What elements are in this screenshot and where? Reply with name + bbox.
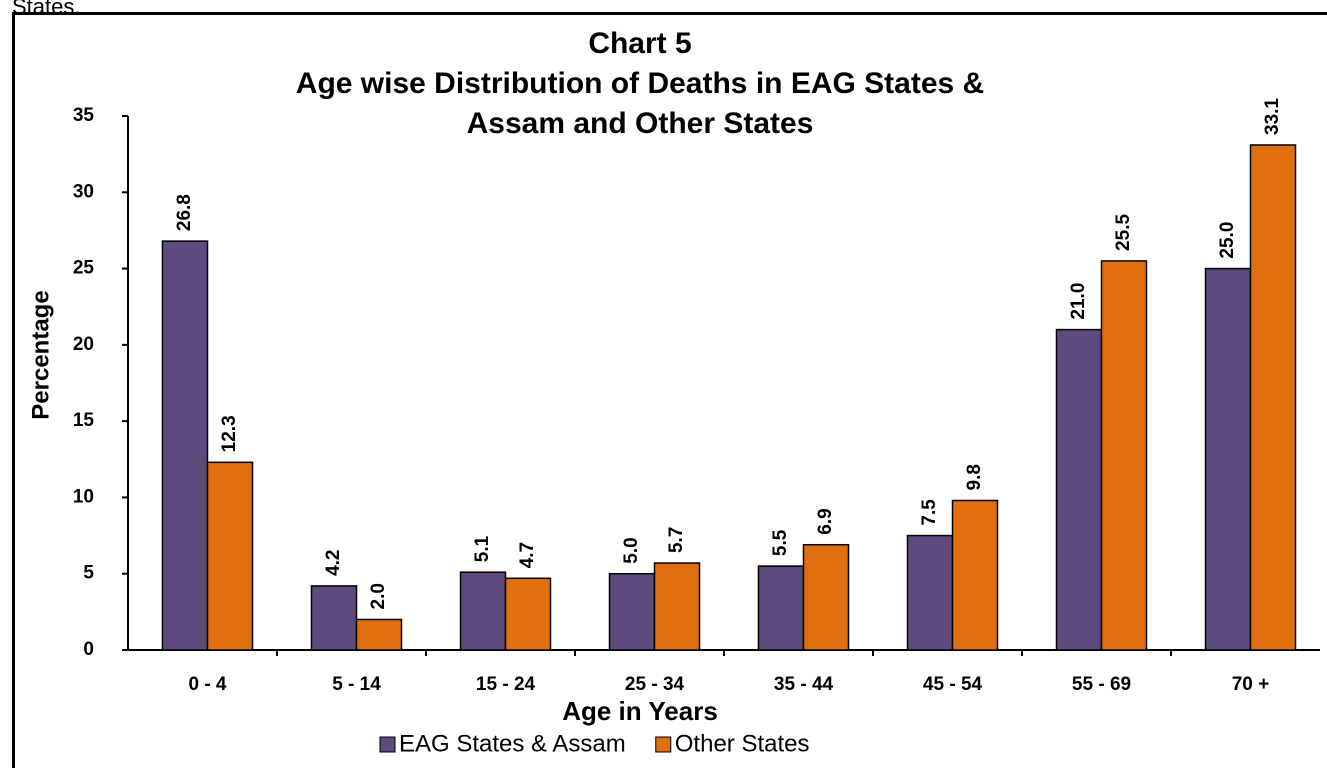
bar — [310, 585, 358, 651]
value-label: 4.2 — [323, 549, 344, 575]
bar — [355, 618, 403, 651]
bar — [951, 499, 999, 651]
x-tick-label: 15 - 24 — [476, 674, 536, 695]
value-label: 25.0 — [1217, 222, 1238, 259]
y-tick-label: 15 — [73, 410, 95, 431]
chart: Chart 5 Age wise Distribution of Deaths i… — [27, 27, 1320, 757]
bar — [459, 571, 507, 651]
bar — [802, 543, 850, 651]
legend-label: Other States — [675, 730, 810, 757]
x-tick-label: 55 - 69 — [1072, 674, 1131, 695]
value-label: 5.7 — [666, 527, 687, 553]
legend-swatch — [379, 736, 396, 753]
value-label: 4.7 — [517, 542, 538, 568]
x-tick-label: 35 - 44 — [774, 674, 834, 695]
value-label: 9.8 — [964, 464, 985, 490]
legend-swatch — [655, 736, 672, 753]
value-label: 7.5 — [919, 499, 940, 526]
legend-label: EAG States & Assam — [399, 730, 626, 757]
y-axis-title: Percentage — [27, 290, 54, 419]
x-axis-title: Age in Years — [562, 696, 718, 726]
bar — [1249, 144, 1297, 651]
x-tick-label: 25 - 34 — [625, 674, 685, 695]
legend: EAG States & Assam Other States — [379, 730, 810, 757]
bar — [206, 461, 254, 651]
bar — [161, 240, 209, 651]
value-label: 5.5 — [770, 529, 791, 556]
value-label: 5.1 — [472, 535, 493, 562]
value-label: 33.1 — [1262, 98, 1283, 135]
bar — [1055, 328, 1103, 651]
chart-title: Age wise Distribution of Deaths in EAG S… — [296, 67, 984, 100]
y-tick-label: 30 — [73, 181, 94, 202]
y-tick-label: 25 — [73, 258, 95, 279]
bar — [504, 577, 552, 651]
bar — [1204, 267, 1252, 651]
chart-title: Chart 5 — [588, 27, 691, 60]
value-label: 2.0 — [368, 583, 389, 609]
x-tick-label: 5 - 14 — [332, 674, 381, 695]
value-label: 12.3 — [219, 415, 240, 452]
x-tick-label: 0 - 4 — [188, 674, 226, 695]
y-tick-label: 20 — [73, 334, 94, 355]
chart-title: Assam and Other States — [467, 107, 814, 140]
x-tick-label: 70 + — [1232, 674, 1270, 695]
value-label: 6.9 — [815, 508, 836, 534]
bar — [757, 565, 805, 651]
value-label: 5.0 — [621, 537, 642, 563]
bar — [906, 534, 954, 651]
value-label: 26.8 — [174, 194, 195, 231]
bar — [608, 572, 656, 651]
bar — [653, 562, 701, 651]
value-label: 21.0 — [1068, 283, 1089, 320]
y-tick-label: 0 — [83, 639, 94, 660]
x-tick-label: 45 - 54 — [923, 674, 983, 695]
y-tick-label: 35 — [73, 105, 95, 126]
bar — [1100, 260, 1148, 651]
y-tick-label: 5 — [83, 563, 94, 584]
y-tick-label: 10 — [73, 486, 94, 507]
value-label: 25.5 — [1113, 214, 1134, 251]
